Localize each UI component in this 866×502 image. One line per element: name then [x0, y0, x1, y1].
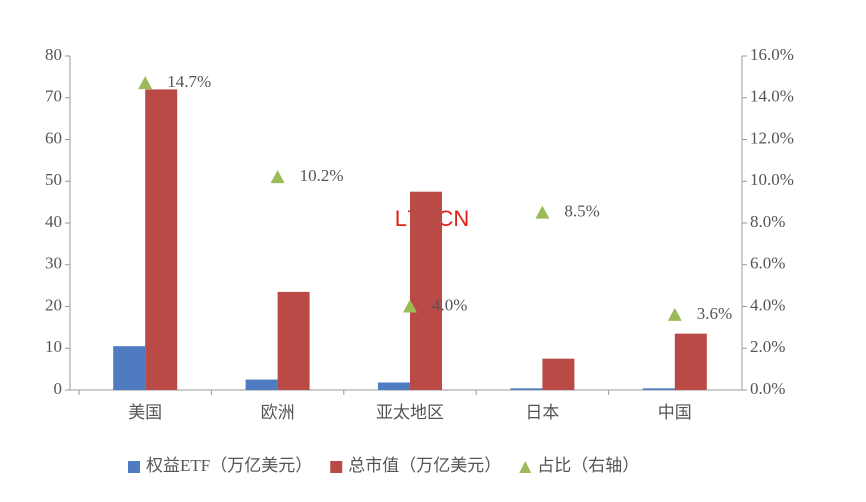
y2-tick-label: 10.0% [750, 170, 794, 189]
y2-tick-label: 0.0% [750, 379, 785, 398]
legend-marker [330, 461, 343, 473]
bar [674, 333, 707, 390]
y2-tick-label: 4.0% [750, 295, 785, 314]
marker [403, 299, 417, 313]
bar [245, 379, 278, 390]
x-tick-label: 亚太地区 [376, 403, 444, 422]
x-tick-label: 欧洲 [261, 403, 295, 422]
marker [138, 76, 153, 90]
bar [642, 388, 675, 390]
y-tick-label: 10 [45, 337, 62, 356]
bar [510, 388, 543, 390]
marker [270, 170, 285, 184]
y-tick-label: 70 [45, 87, 62, 106]
y-tick-label: 30 [45, 254, 62, 273]
data-label: 4.0% [432, 295, 467, 314]
bar [277, 291, 310, 390]
legend-label: 总市值（万亿美元） [348, 456, 501, 475]
y-tick-label: 50 [45, 170, 62, 189]
y-tick-label: 60 [45, 128, 62, 147]
bar [113, 346, 146, 390]
y2-tick-label: 14.0% [750, 87, 794, 106]
y-tick-label: 40 [45, 212, 62, 231]
y2-tick-label: 6.0% [750, 254, 785, 273]
y-tick-label: 0 [54, 379, 63, 398]
data-label: 10.2% [300, 166, 344, 185]
legend-marker [128, 461, 140, 473]
x-tick-label: 中国 [658, 403, 692, 422]
bar [410, 191, 442, 390]
y2-tick-label: 2.0% [750, 337, 785, 356]
y2-tick-label: 12.0% [750, 128, 794, 147]
y-tick-label: 80 [45, 45, 62, 64]
data-label: 14.7% [167, 72, 211, 91]
legend-marker [519, 461, 532, 473]
bar [145, 89, 178, 391]
data-label: 3.6% [697, 304, 732, 323]
y-tick-label: 20 [45, 295, 62, 314]
marker [535, 205, 550, 219]
y2-tick-label: 8.0% [750, 212, 785, 231]
x-tick-label: 日本 [525, 403, 559, 422]
data-label: 8.5% [564, 201, 599, 220]
bar [378, 382, 410, 390]
marker [667, 307, 682, 321]
x-tick-label: 美国 [128, 403, 162, 422]
bar [542, 358, 575, 390]
y2-tick-label: 16.0% [750, 45, 794, 64]
legend-label: 占比（右轴） [537, 456, 639, 475]
legend-label: 权益ETF（万亿美元） [146, 456, 312, 475]
